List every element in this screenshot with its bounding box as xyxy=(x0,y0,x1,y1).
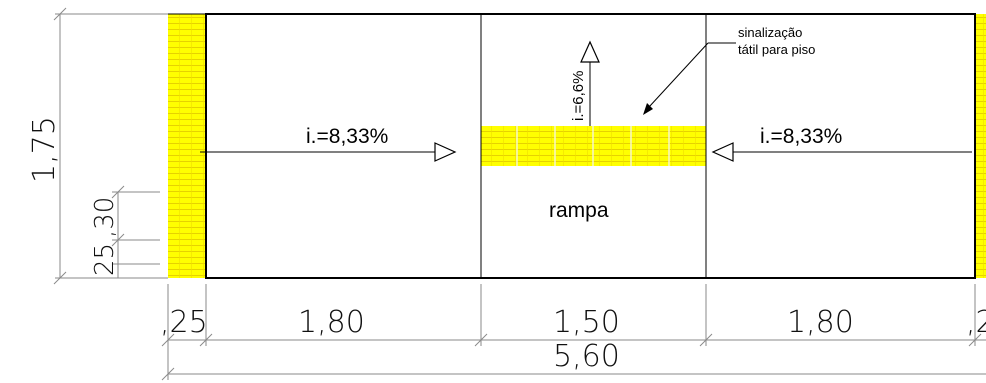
tactile-strip-right xyxy=(975,14,986,278)
slope-arrow-right xyxy=(711,142,972,162)
slope-arrow-left xyxy=(200,142,457,162)
dimension-height-total-label: 1,75 xyxy=(27,116,62,183)
slope-label-right: i.=8,33% xyxy=(760,125,842,148)
dimension-small-label-a: ,30 xyxy=(90,197,120,238)
dimension-small-label-b: 25 xyxy=(90,243,120,276)
tactile-strip-center-divisions xyxy=(516,126,670,166)
slope-arrow-vertical xyxy=(580,40,600,126)
dimension-bay-middle-label: 1,50 xyxy=(553,305,620,340)
dimension-bay-right-label: 1,80 xyxy=(787,305,854,340)
dimension-left-strip-label: ,25 xyxy=(160,305,208,340)
dimension-overall-label: 5,60 xyxy=(553,339,620,374)
slope-label-left: i.=8,33% xyxy=(306,125,388,148)
dimension-overall xyxy=(161,346,986,381)
dimension-row-bays xyxy=(161,284,986,347)
dimension-bay-left-label: 1,80 xyxy=(298,305,365,340)
dimension-right-strip-label: ,2 xyxy=(966,305,986,340)
dimension-small-vertical xyxy=(111,185,160,278)
ramp-label: rampa xyxy=(549,199,609,222)
ramp-outline xyxy=(168,13,976,279)
slope-label-vertical: i.=6,6% xyxy=(570,71,587,121)
tactile-callout-line2: tátil para piso xyxy=(738,42,815,57)
tactile-callout-line1: sinalização xyxy=(738,25,802,40)
dimension-height-total xyxy=(53,7,168,285)
tactile-callout-leader xyxy=(643,42,736,115)
tactile-strip-left xyxy=(168,14,206,278)
